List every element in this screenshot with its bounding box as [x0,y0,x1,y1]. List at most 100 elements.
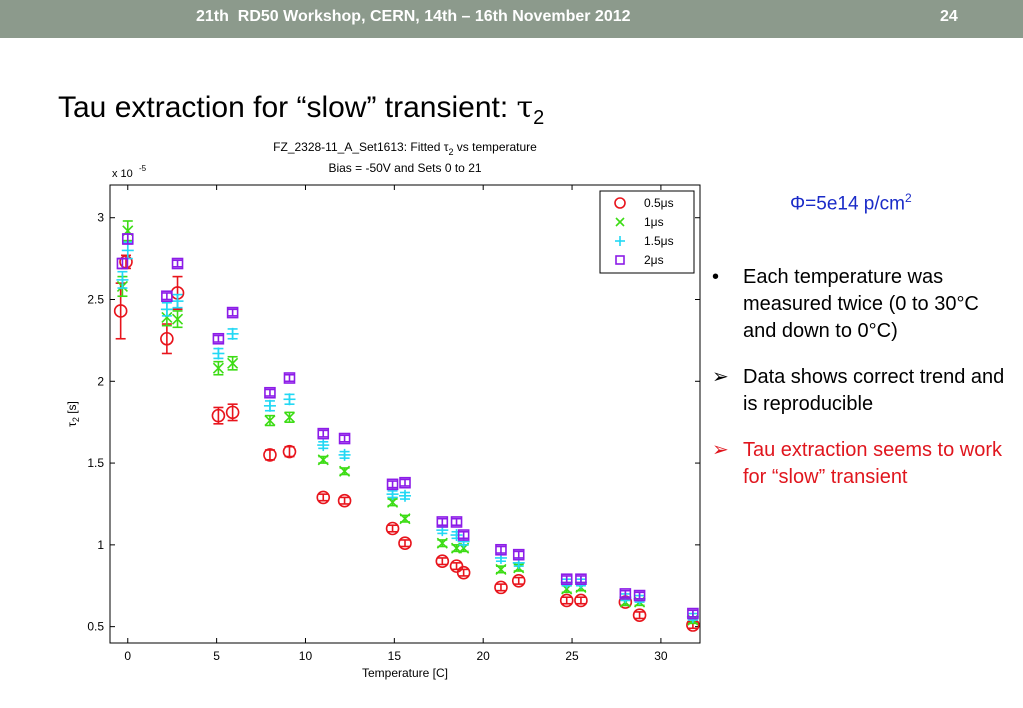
data-point [619,588,632,600]
data-point [212,362,224,374]
data-point [263,399,276,412]
data-point [575,573,587,586]
legend-label: 1μs [644,215,664,229]
data-point [450,516,463,528]
data-point [633,589,646,602]
slide-title-subscript: 2 [533,107,545,129]
bullet-item: • Each temperature was measured twice (0… [712,264,1017,345]
y-tick-label: 2.5 [87,293,104,307]
data-point [116,257,129,270]
page-number: 24 [940,8,958,25]
data-point [559,593,574,608]
data-point [225,405,240,420]
data-point [317,454,329,466]
bullet-marker: • [712,266,720,288]
data-point [264,386,276,399]
data-point [436,524,449,537]
header-bar: 21th RD50 Workshop, CERN, 14th – 16th No… [0,0,1023,38]
data-point [121,233,134,245]
legend-marker [615,217,625,227]
data-point [436,537,448,549]
data-point [263,448,277,462]
flux-label: Φ=5e14 p/cm2 [790,191,912,215]
bullet-item: ➢ Tau extraction seems to work for “slow… [712,437,1017,491]
data-point [161,290,173,303]
data-point [282,444,297,459]
arrow-bullet-icon: ➢ [712,366,729,388]
arrow-bullet-icon: ➢ [712,439,729,461]
data-point [574,593,588,608]
bullet-text: Data shows correct trend and is reproduc… [743,366,1005,415]
data-point [227,357,239,369]
flux-superscript: 2 [904,191,912,205]
legend-label: 2μs [644,253,664,267]
x-tick-label: 15 [388,649,402,663]
data-point [399,513,411,525]
data-point [512,548,525,561]
exponent-superscript: -5 [139,164,147,173]
x-tick-label: 5 [213,649,220,663]
y-tick-label: 3 [97,211,104,225]
data-point [450,529,463,542]
data-point [212,332,225,345]
data-point [317,439,330,452]
data-point [339,465,351,477]
data-point [283,411,296,423]
legend-label: 1.5μs [644,234,674,248]
data-point [316,490,331,505]
exponent-label: x 10 [112,168,133,180]
data-point [512,556,525,569]
data-point [283,393,296,406]
data-point [399,476,411,489]
chart-title-line1: FZ_2328-11_A_Set1613: Fitted τ2 vs tempe… [273,140,537,157]
data-point [495,543,507,556]
data-point [283,372,296,384]
data-point [264,414,276,427]
bullet-list: • Each temperature was measured twice (0… [712,264,1017,510]
x-tick-label: 20 [477,649,491,663]
data-point [560,573,573,586]
data-point [386,478,399,491]
header-title: 21th RD50 Workshop, CERN, 14th – 16th No… [196,8,631,25]
flux-text: Φ=5e14 p/cm [790,193,905,215]
data-point [495,563,507,575]
chart-title-line2: Bias = -50V and Sets 0 to 21 [328,161,481,175]
data-point [385,521,400,536]
y-axis-label: τ2 [s] [65,401,81,427]
slide-title: Tau extraction for “slow” transient: τ2 [58,90,544,130]
x-tick-label: 30 [654,649,668,663]
legend-label: 0.5μs [644,196,674,210]
data-point [171,313,184,325]
data-point [436,516,449,528]
bullet-text: Tau extraction seems to work for “slow” … [743,439,1002,488]
data-point [211,408,226,423]
data-point [435,554,450,569]
legend-marker [615,255,625,265]
data-point [687,607,699,620]
data-point [226,306,239,319]
data-point [161,311,173,324]
y-tick-label: 1.5 [87,456,104,470]
y-tick-label: 2 [97,374,104,388]
x-tick-label: 25 [565,649,579,663]
data-point [171,257,184,270]
data-point [338,432,351,445]
data-point [632,608,647,622]
slide-title-symbol: τ [516,90,534,125]
data-point [338,448,351,461]
data-point [386,488,399,501]
y-tick-label: 0.5 [87,620,104,634]
data-point [171,295,184,308]
data-point [386,496,399,508]
x-tick-label: 0 [124,649,131,663]
data-point [212,347,225,360]
data-point [113,304,128,318]
data-point [121,244,134,257]
data-point [226,327,239,340]
x-tick-label: 10 [299,649,313,663]
legend-marker [614,197,626,209]
slide-title-text: Tau extraction for “slow” transient: [58,91,517,124]
data-point [337,493,352,508]
data-point [494,551,507,564]
